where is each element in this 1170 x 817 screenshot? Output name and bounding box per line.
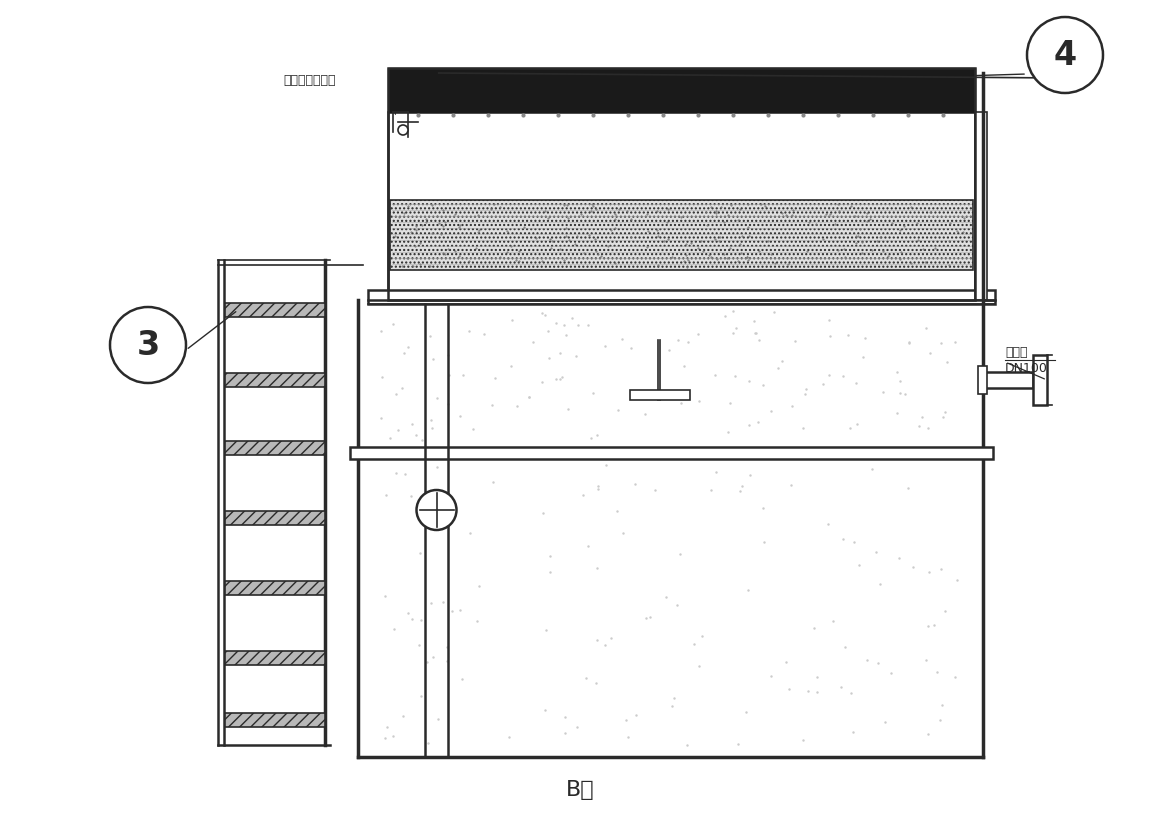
Circle shape bbox=[1027, 17, 1103, 93]
Circle shape bbox=[417, 490, 456, 530]
Circle shape bbox=[110, 307, 186, 383]
Text: B向: B向 bbox=[565, 780, 594, 800]
Bar bbox=[978, 366, 987, 394]
Bar bbox=[369, 290, 994, 304]
Bar bbox=[390, 200, 973, 270]
Bar bbox=[225, 581, 325, 595]
Text: 3: 3 bbox=[137, 328, 159, 361]
Text: 4: 4 bbox=[1053, 38, 1076, 72]
Text: 出泥口: 出泥口 bbox=[1005, 346, 1027, 359]
Circle shape bbox=[398, 125, 408, 135]
Bar bbox=[225, 511, 325, 525]
Bar bbox=[1033, 355, 1047, 405]
Bar bbox=[388, 112, 975, 300]
Bar bbox=[388, 68, 975, 300]
Bar bbox=[225, 441, 325, 455]
Bar bbox=[629, 390, 690, 400]
Bar bbox=[983, 372, 1033, 388]
Text: 液位調節器組合: 液位調節器組合 bbox=[283, 74, 336, 87]
Text: DN100: DN100 bbox=[1005, 361, 1048, 374]
Bar bbox=[388, 68, 975, 112]
Bar bbox=[225, 713, 325, 727]
Bar bbox=[975, 112, 987, 300]
Bar bbox=[225, 651, 325, 665]
Bar bbox=[225, 373, 325, 387]
Bar bbox=[350, 447, 993, 459]
Bar bbox=[225, 303, 325, 317]
